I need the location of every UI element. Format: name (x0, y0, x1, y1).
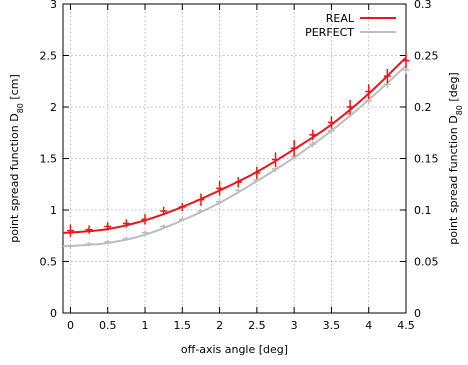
legend-label-perfect: PERFECT (305, 26, 354, 39)
fit-line-perfect (62, 65, 407, 248)
y2-tick-label: 0 (414, 307, 421, 320)
y2-tick-label: 0.3 (414, 0, 432, 11)
x-axis-label: off-axis angle [deg] (181, 343, 288, 356)
y-axis-label-sub: 80 (16, 103, 25, 113)
y2-axis-label-unit: [deg] (447, 72, 460, 105)
series-real (62, 53, 410, 237)
fit-line-real (62, 56, 407, 234)
legend-label-real: REAL (326, 12, 355, 25)
y2-tick-label: 0.05 (414, 256, 439, 269)
x-tick-label: 2 (216, 319, 223, 332)
y2-tick-label: 0.1 (414, 204, 432, 217)
y2-tick-label: 0.15 (414, 153, 439, 166)
x-tick-labels: 0 0.5 1 1.5 2 2.5 3 3.5 4 4.5 (67, 319, 415, 332)
y2-axis-label-sub: 80 (455, 105, 464, 115)
y-tick-label: 1.5 (40, 153, 58, 166)
y-axis-label-unit: [cm] (8, 74, 21, 103)
y2-tick-label: 0.25 (414, 50, 439, 63)
y2-axis-label: point spread function D80 [deg] (447, 72, 464, 244)
y-tick-label: 2.5 (40, 50, 58, 63)
plot-frame (62, 3, 407, 314)
x-tick-label: 2.5 (248, 319, 266, 332)
y-tick-labels: 0 0.5 1 1.5 2 2.5 3 (40, 0, 58, 320)
x-tick-label: 1.5 (174, 319, 192, 332)
x-tick-label: 0 (67, 319, 74, 332)
x-tick-label: 4.5 (397, 319, 415, 332)
y-tick-label: 1 (50, 204, 57, 217)
y2-axis-label-main: point spread function D (447, 115, 460, 244)
grid (63, 4, 407, 313)
y2-tick-label: 0.2 (414, 101, 432, 114)
axis-ticks (63, 3, 407, 314)
y-tick-label: 0 (50, 307, 57, 320)
x-tick-label: 3.5 (323, 319, 341, 332)
x-tick-label: 0.5 (99, 319, 117, 332)
x-tick-label: 4 (365, 319, 372, 332)
x-tick-label: 3 (291, 319, 298, 332)
y-tick-label: 2 (50, 101, 57, 114)
y-tick-label: 0.5 (40, 256, 58, 269)
series-layer (62, 53, 410, 249)
y-axis-label-main: point spread function D (8, 113, 21, 242)
series-perfect (62, 65, 410, 249)
y-tick-label: 3 (50, 0, 57, 11)
y2-tick-labels: 0 0.05 0.1 0.15 0.2 0.25 0.3 (414, 0, 439, 320)
x-tick-label: 1 (142, 319, 149, 332)
y-axis-label: point spread function D80 [cm] (8, 74, 25, 242)
